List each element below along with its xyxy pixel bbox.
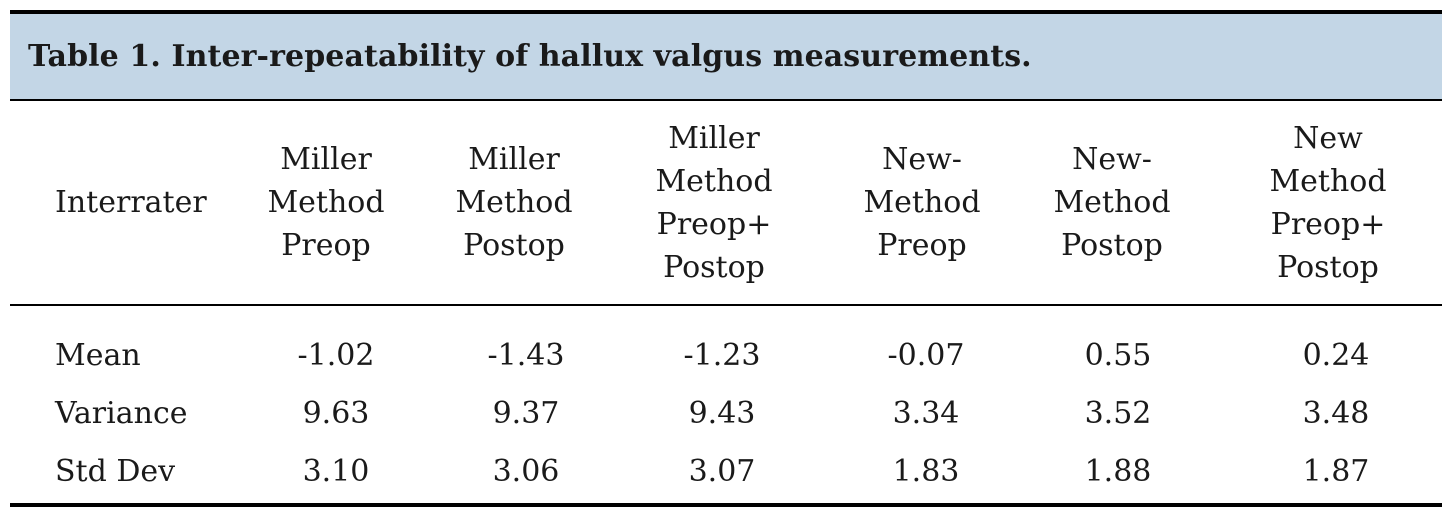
data-table: Table 1. Inter-repeatability of hallux v… [10, 10, 1442, 507]
table-row-std-dev: Std Dev 3.10 3.06 3.07 1.83 1.88 1.87 [10, 442, 1442, 500]
column-header-label: New Method Preop+ Postop [1269, 120, 1387, 285]
bottom-rule [10, 503, 1442, 507]
column-header-new-preop-postop: New Method Preop+ Postop [1248, 101, 1408, 304]
column-header-label: Miller Method Preop+ Postop [655, 120, 773, 285]
column-header-new-postop: New- Method Postop [1032, 101, 1192, 304]
table-cell: -1.43 [487, 337, 565, 373]
table-cell: 9.43 [688, 395, 756, 431]
table-cell: -1.23 [683, 337, 761, 373]
header-bottom-rule [10, 304, 1442, 306]
column-header-miller-preop: Miller Method Preop [246, 101, 406, 304]
table-cell: 1.87 [1302, 453, 1370, 489]
table-row-mean: Mean -1.02 -1.43 -1.23 -0.07 0.55 0.24 [10, 326, 1442, 384]
table-row-variance: Variance 9.63 9.37 9.43 3.34 3.52 3.48 [10, 384, 1442, 442]
table-cell: 0.24 [1302, 337, 1370, 373]
table-cell: 3.48 [1302, 395, 1370, 431]
table-caption-text: Table 1. Inter-repeatability of hallux v… [28, 39, 1032, 74]
table-body: Mean -1.02 -1.43 -1.23 -0.07 0.55 0.24 V… [10, 306, 1442, 503]
table-cell: 3.52 [1084, 395, 1152, 431]
table-cell: 3.10 [302, 453, 370, 489]
table-cell: 9.37 [492, 395, 560, 431]
column-header-new-preop: New- Method Preop [842, 101, 1002, 304]
table-cell: -1.02 [297, 337, 375, 373]
column-header-interrater: Interrater [55, 101, 255, 304]
column-header-label: Interrater [55, 185, 207, 220]
row-label: Variance [55, 395, 188, 431]
header-top-rule [10, 99, 1442, 101]
table-cell: 1.83 [892, 453, 960, 489]
column-header-label: Miller Method Postop [455, 142, 573, 263]
table-cell: 3.34 [892, 395, 960, 431]
column-header-label: New- Method Preop [863, 142, 981, 263]
column-header-miller-postop: Miller Method Postop [434, 101, 594, 304]
table-cell: 0.55 [1084, 337, 1152, 373]
table-cell: 3.07 [688, 453, 756, 489]
column-header-miller-preop-postop: Miller Method Preop+ Postop [634, 101, 794, 304]
table-cell: -0.07 [887, 337, 965, 373]
table-cell: 3.06 [492, 453, 560, 489]
top-rule [10, 10, 1442, 14]
column-header-label: New- Method Postop [1053, 142, 1171, 263]
table-caption: Table 1. Inter-repeatability of hallux v… [10, 14, 1442, 99]
table-header-row: Interrater Miller Method Preop Miller Me… [10, 101, 1442, 304]
table-cell: 1.88 [1084, 453, 1152, 489]
row-label: Std Dev [55, 453, 176, 489]
table-cell: 9.63 [302, 395, 370, 431]
row-label: Mean [55, 337, 141, 373]
column-header-label: Miller Method Preop [267, 142, 385, 263]
